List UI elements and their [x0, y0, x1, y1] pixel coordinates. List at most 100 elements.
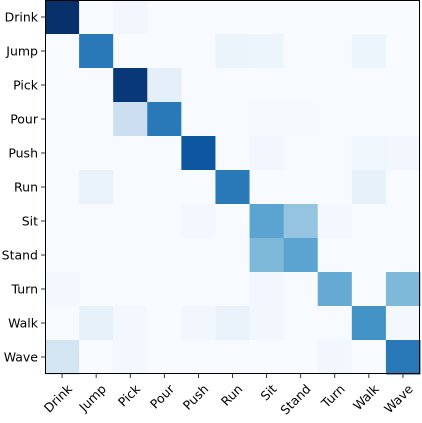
- heatmap-cell-wave-walk: [351, 340, 387, 375]
- heatmap-cell-run-turn: [317, 170, 353, 205]
- heatmap-cell-jump-wave: [385, 34, 421, 69]
- heatmap-cell-pick-turn: [317, 68, 353, 103]
- heatmap-cell-drink-turn: [317, 0, 353, 35]
- heatmap-cell-pick-sit: [249, 68, 285, 103]
- heatmap-cell-pour-sit: [249, 102, 285, 137]
- heatmap-cell-pour-run: [215, 102, 251, 137]
- heatmap-cell-wave-drink: [45, 340, 80, 375]
- heatmap-cell-pour-wave: [385, 102, 421, 137]
- heatmap-cell-run-sit: [249, 170, 285, 205]
- x-tick-label-stand: Stand: [277, 381, 313, 417]
- heatmap-cell-wave-push: [181, 340, 217, 375]
- heatmap-cell-drink-sit: [249, 0, 285, 35]
- y-tick-label-walk: Walk: [8, 316, 39, 331]
- heatmap-cell-push-run: [215, 136, 251, 171]
- heatmap-cell-turn-pick: [113, 272, 148, 307]
- heatmap-cell-jump-stand: [283, 34, 319, 69]
- heatmap-cell-walk-pick: [113, 306, 148, 341]
- heatmap-cell-push-drink: [45, 136, 80, 171]
- heatmap-cell-stand-stand: [283, 238, 319, 273]
- heatmap-cell-push-sit: [249, 136, 285, 171]
- heatmap-cell-walk-walk: [351, 306, 387, 341]
- heatmap-cell-sit-walk: [351, 204, 387, 239]
- heatmap-cell-sit-wave: [385, 204, 421, 239]
- heatmap-cell-wave-sit: [249, 340, 285, 375]
- heatmap-cell-walk-jump: [79, 306, 114, 341]
- heatmap-cell-pick-stand: [283, 68, 319, 103]
- heatmap-cell-run-wave: [385, 170, 421, 205]
- heatmap-cell-pick-jump: [79, 68, 114, 103]
- heatmap-cell-push-walk: [351, 136, 387, 171]
- heatmap-cell-stand-pour: [147, 238, 182, 273]
- heatmap-cell-pick-pick: [113, 68, 148, 103]
- heatmap-cell-jump-pick: [113, 34, 148, 69]
- heatmap-cell-pour-drink: [45, 102, 80, 137]
- heatmap-cell-sit-pour: [147, 204, 182, 239]
- heatmap-cell-push-push: [181, 136, 217, 171]
- x-tick-label-jump: Jump: [75, 381, 109, 415]
- heatmap-cell-walk-sit: [249, 306, 285, 341]
- heatmap-cell-pour-pour: [147, 102, 182, 137]
- heatmap-cell-turn-pour: [147, 272, 182, 307]
- heatmap-cell-pour-walk: [351, 102, 387, 137]
- x-tick-label-walk: Walk: [350, 381, 382, 413]
- heatmap-cell-turn-stand: [283, 272, 319, 307]
- heatmap-cell-sit-sit: [249, 204, 285, 239]
- heatmap-cell-sit-turn: [317, 204, 353, 239]
- heatmap-cell-sit-drink: [45, 204, 80, 239]
- heatmap-cell-wave-pick: [113, 340, 148, 375]
- heatmap-cell-pour-pick: [113, 102, 148, 137]
- heatmap-cell-pick-drink: [45, 68, 80, 103]
- heatmap-cell-run-drink: [45, 170, 80, 205]
- heatmap-cell-stand-sit: [249, 238, 285, 273]
- heatmap-cell-turn-turn: [317, 272, 353, 307]
- heatmap-cell-drink-jump: [79, 0, 114, 35]
- heatmap-cell-pick-push: [181, 68, 217, 103]
- heatmap-cell-jump-run: [215, 34, 251, 69]
- heatmap-cell-pick-pour: [147, 68, 182, 103]
- heatmap-cell-run-push: [181, 170, 217, 205]
- heatmap-cell-turn-run: [215, 272, 251, 307]
- x-tick-label-sit: Sit: [257, 381, 279, 403]
- heatmap-cell-drink-wave: [385, 0, 421, 35]
- heatmap-cell-turn-walk: [351, 272, 387, 307]
- heatmap-cell-pick-walk: [351, 68, 387, 103]
- heatmap-cell-run-walk: [351, 170, 387, 205]
- heatmap-cell-stand-jump: [79, 238, 114, 273]
- heatmap-cell-drink-push: [181, 0, 217, 35]
- y-tick-label-run: Run: [14, 180, 38, 195]
- x-tick-label-run: Run: [218, 381, 246, 409]
- heatmap-cell-jump-jump: [79, 34, 114, 69]
- heatmap-cell-wave-turn: [317, 340, 353, 375]
- heatmap-cell-walk-turn: [317, 306, 353, 341]
- heatmap-cell-run-jump: [79, 170, 114, 205]
- y-tick-label-pour: Pour: [10, 112, 39, 127]
- plot-frame: [45, 0, 420, 374]
- heatmap-cell-push-stand: [283, 136, 319, 171]
- heatmap-cell-drink-pick: [113, 0, 148, 35]
- heatmap-cell-run-run: [215, 170, 251, 205]
- heatmap-cell-run-pick: [113, 170, 148, 205]
- heatmap-cell-jump-walk: [351, 34, 387, 69]
- heatmap-cell-stand-walk: [351, 238, 387, 273]
- y-tick-label-stand: Stand: [2, 248, 38, 263]
- heatmap-cell-walk-push: [181, 306, 217, 341]
- heatmap-cell-walk-drink: [45, 306, 80, 341]
- heatmap-cell-turn-drink: [45, 272, 80, 307]
- x-tick-label-drink: Drink: [41, 381, 76, 416]
- heatmap-cell-run-pour: [147, 170, 182, 205]
- heatmap-cell-pour-stand: [283, 102, 319, 137]
- heatmap-cell-push-turn: [317, 136, 353, 171]
- heatmap-cell-walk-run: [215, 306, 251, 341]
- y-tick-label-jump: Jump: [5, 44, 38, 59]
- heatmap-cell-turn-jump: [79, 272, 114, 307]
- heatmap-cell-wave-stand: [283, 340, 319, 375]
- heatmap-cell-drink-drink: [45, 0, 80, 35]
- heatmap-cell-push-pick: [113, 136, 148, 171]
- heatmap-cell-stand-push: [181, 238, 217, 273]
- heatmap-cell-jump-push: [181, 34, 217, 69]
- heatmap-cell-drink-pour: [147, 0, 182, 35]
- heatmap-cell-pick-wave: [385, 68, 421, 103]
- x-tick-label-pour: Pour: [147, 381, 178, 412]
